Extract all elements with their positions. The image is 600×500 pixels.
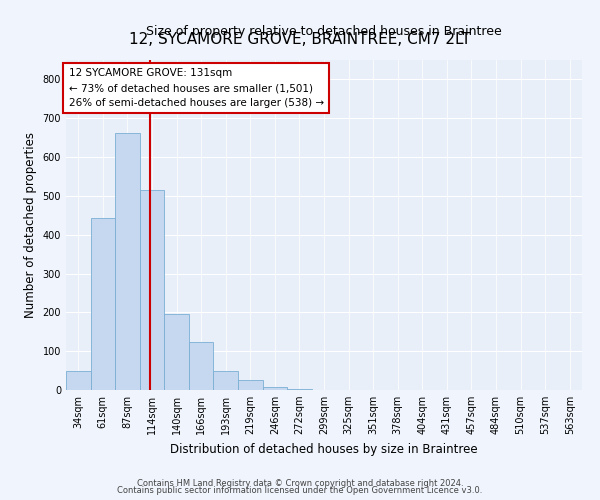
Title: Size of property relative to detached houses in Braintree: Size of property relative to detached ho…	[146, 25, 502, 38]
Bar	[189, 342, 214, 390]
Bar	[287, 389, 312, 390]
Y-axis label: Number of detached properties: Number of detached properties	[24, 132, 37, 318]
Text: Contains public sector information licensed under the Open Government Licence v3: Contains public sector information licen…	[118, 486, 482, 495]
Text: Contains HM Land Registry data © Crown copyright and database right 2024.: Contains HM Land Registry data © Crown c…	[137, 478, 463, 488]
Text: 12, SYCAMORE GROVE, BRAINTREE, CM7 2LT: 12, SYCAMORE GROVE, BRAINTREE, CM7 2LT	[129, 32, 471, 48]
Bar	[263, 387, 287, 390]
Bar	[66, 370, 91, 390]
Bar	[91, 218, 115, 390]
Text: 12 SYCAMORE GROVE: 131sqm
← 73% of detached houses are smaller (1,501)
26% of se: 12 SYCAMORE GROVE: 131sqm ← 73% of detac…	[68, 68, 324, 108]
Bar	[214, 370, 238, 390]
Bar	[115, 133, 140, 390]
Bar	[238, 380, 263, 390]
X-axis label: Distribution of detached houses by size in Braintree: Distribution of detached houses by size …	[170, 442, 478, 456]
Bar	[140, 190, 164, 390]
Bar	[164, 314, 189, 390]
